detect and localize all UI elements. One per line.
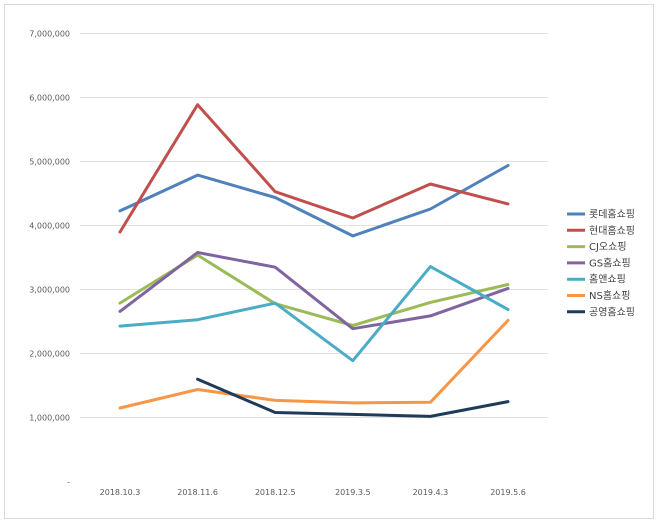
y-axis-tick-labels: - 1,000,000 2,000,000 3,000,000 4,000,000 5,0…: [29, 30, 70, 487]
series-line-4: [118, 265, 510, 363]
series-line-5: [118, 318, 510, 410]
data-point: [119, 310, 122, 313]
data-point: [274, 399, 277, 402]
data-point: [196, 388, 199, 391]
x-axis-tick-labels: 2018.10.3 2018.11.6 2018.12.5 2019.3.5 2019.…: [100, 488, 526, 497]
data-point: [119, 325, 122, 328]
data-point: [119, 231, 122, 234]
legend-label: 공영홈쇼핑: [589, 305, 635, 318]
legend-label: GS홈쇼핑: [589, 256, 631, 269]
data-point: [507, 400, 510, 403]
data-point: [351, 217, 354, 220]
data-point: [507, 283, 510, 286]
y-tick-label: 7,000,000: [29, 30, 70, 39]
legend-label: CJ오쇼핑: [589, 241, 627, 253]
legend-label: 현대홈쇼핑: [589, 224, 635, 237]
data-point: [196, 174, 199, 177]
data-point: [119, 209, 122, 212]
data-point: [351, 234, 354, 237]
series-line-6: [196, 377, 510, 418]
data-point: [507, 202, 510, 205]
data-point: [274, 196, 277, 199]
series-line-0: [118, 164, 510, 238]
legend-label: NS홈쇼핑: [589, 289, 630, 302]
data-point: [429, 314, 432, 317]
legend-label: 홈앤쇼핑: [589, 273, 626, 286]
data-point: [429, 265, 432, 268]
data-point: [196, 251, 199, 254]
data-point: [429, 415, 432, 418]
data-point: [196, 318, 199, 321]
series-line-3: [118, 251, 510, 331]
x-tick-label: 2018.11.6: [177, 488, 218, 497]
chart-frame: [4, 4, 654, 519]
x-tick-label: 2019.5.6: [490, 488, 526, 497]
data-point: [429, 401, 432, 404]
data-point: [119, 407, 122, 410]
data-point: [507, 319, 510, 322]
data-point: [196, 378, 199, 381]
x-tick-label: 2019.3.5: [335, 488, 371, 497]
data-point: [119, 302, 122, 305]
data-point: [274, 302, 277, 305]
data-point: [507, 287, 510, 290]
y-tick-label: 1,000,000: [29, 414, 70, 423]
gridlines: [80, 33, 548, 418]
data-point: [351, 401, 354, 404]
data-point: [274, 266, 277, 269]
data-point: [196, 103, 199, 106]
data-point: [429, 301, 432, 304]
data-point: [507, 308, 510, 311]
legend-label: 롯데홈쇼핑: [589, 208, 635, 221]
x-tick-label: 2018.12.5: [255, 488, 296, 497]
series-lines: [118, 103, 510, 418]
y-tick-label: 4,000,000: [29, 222, 70, 231]
y-tick-label: -: [67, 478, 70, 487]
y-tick-label: 6,000,000: [29, 94, 70, 103]
data-point: [351, 327, 354, 330]
data-point: [274, 190, 277, 193]
y-tick-label: 2,000,000: [29, 350, 70, 359]
x-tick-label: 2018.10.3: [100, 488, 141, 497]
data-point: [429, 208, 432, 211]
x-tick-label: 2019.4.3: [413, 488, 449, 497]
y-tick-label: 3,000,000: [29, 286, 70, 295]
data-point: [351, 359, 354, 362]
y-tick-label: 5,000,000: [29, 158, 70, 167]
data-point: [429, 183, 432, 186]
data-point: [274, 411, 277, 414]
series-line-1: [118, 103, 510, 234]
data-point: [351, 413, 354, 416]
data-point: [507, 164, 510, 167]
